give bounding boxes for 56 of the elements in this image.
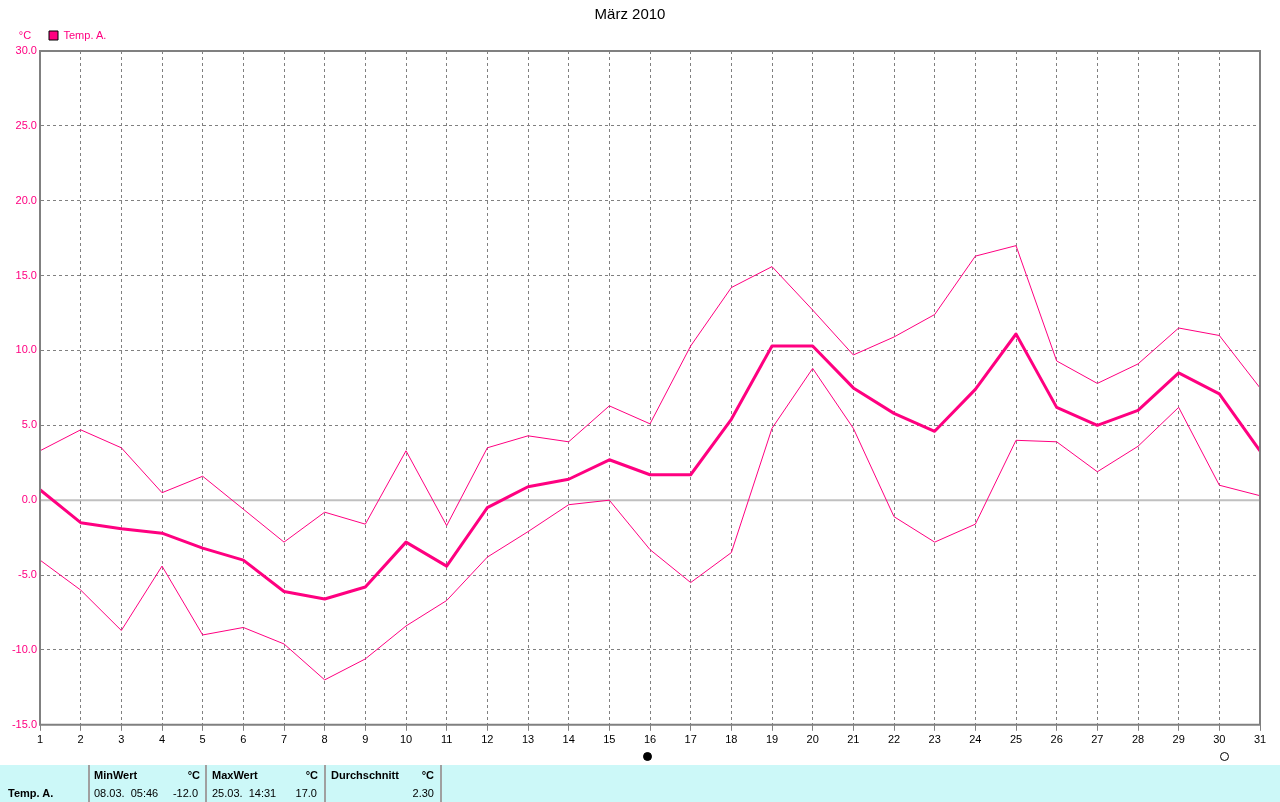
legend-label: Temp. A. xyxy=(63,28,107,41)
text: °C xyxy=(305,769,318,781)
x-tick-label: 7 xyxy=(280,733,288,746)
x-tick-label: 16 xyxy=(643,733,657,746)
x-tick-label: 26 xyxy=(1050,733,1063,746)
x-tick-label: 24 xyxy=(969,733,982,746)
y-tick-label: 0.0 xyxy=(21,493,37,506)
text: Temp. A. xyxy=(8,787,54,799)
text: 17.0 xyxy=(295,787,317,799)
y-tick-label: 30.0 xyxy=(15,44,37,57)
x-tick-label: 19 xyxy=(765,733,779,746)
x-tick-label: 21 xyxy=(847,733,860,746)
x-tick-label: 5 xyxy=(199,733,206,746)
x-tick-label: 22 xyxy=(887,733,901,746)
text: °C xyxy=(421,769,434,781)
x-tick-label: 4 xyxy=(158,733,166,746)
x-tick-label: 12 xyxy=(481,733,494,746)
x-tick-label: 25 xyxy=(1009,733,1023,746)
text: MinWert xyxy=(94,769,138,781)
x-tick-label: 10 xyxy=(399,733,413,746)
x-tick-label: 18 xyxy=(725,733,738,746)
x-tick-label: 15 xyxy=(603,733,616,746)
y-tick-label: -10.0 xyxy=(11,642,37,655)
text: 08.03. 05:46 xyxy=(94,787,159,799)
x-tick-label: 13 xyxy=(521,733,535,746)
text: MaxWert xyxy=(212,769,258,781)
x-tick-label: 23 xyxy=(928,733,941,746)
text: 25.03. 14:31 xyxy=(212,787,277,799)
y-tick-label: -15.0 xyxy=(11,717,37,730)
x-tick-label: 3 xyxy=(118,733,125,746)
x-tick-label: 14 xyxy=(562,733,575,746)
chart-title: März 2010 xyxy=(594,5,666,23)
x-tick-label: 2 xyxy=(77,733,84,746)
y-tick-label: 25.0 xyxy=(15,118,37,131)
text: -12.0 xyxy=(172,787,198,799)
y-axis-title: °C xyxy=(18,29,32,42)
x-tick-label: 31 xyxy=(1253,733,1267,746)
x-tick-label: 6 xyxy=(240,733,247,746)
x-tick-label: 17 xyxy=(684,733,697,746)
text: °C xyxy=(187,769,200,781)
x-tick-label: 29 xyxy=(1172,733,1185,746)
x-tick-label: 27 xyxy=(1091,733,1104,746)
x-tick-label: 1 xyxy=(36,733,44,746)
y-tick-label: -5.0 xyxy=(18,568,37,581)
x-tick-label: 8 xyxy=(321,733,328,746)
y-tick-label: 20.0 xyxy=(15,193,37,206)
x-tick-label: 9 xyxy=(362,733,369,746)
x-tick-label: 28 xyxy=(1131,733,1145,746)
x-tick-label: 30 xyxy=(1213,733,1226,746)
x-tick-label: 20 xyxy=(806,733,819,746)
y-tick-label: 5.0 xyxy=(21,418,37,431)
text: 2.30 xyxy=(412,787,434,799)
y-tick-label: 15.0 xyxy=(15,268,37,281)
y-tick-label: 10.0 xyxy=(15,343,37,356)
text: Durchschnitt xyxy=(331,769,399,781)
x-tick-label: 11 xyxy=(440,733,453,746)
